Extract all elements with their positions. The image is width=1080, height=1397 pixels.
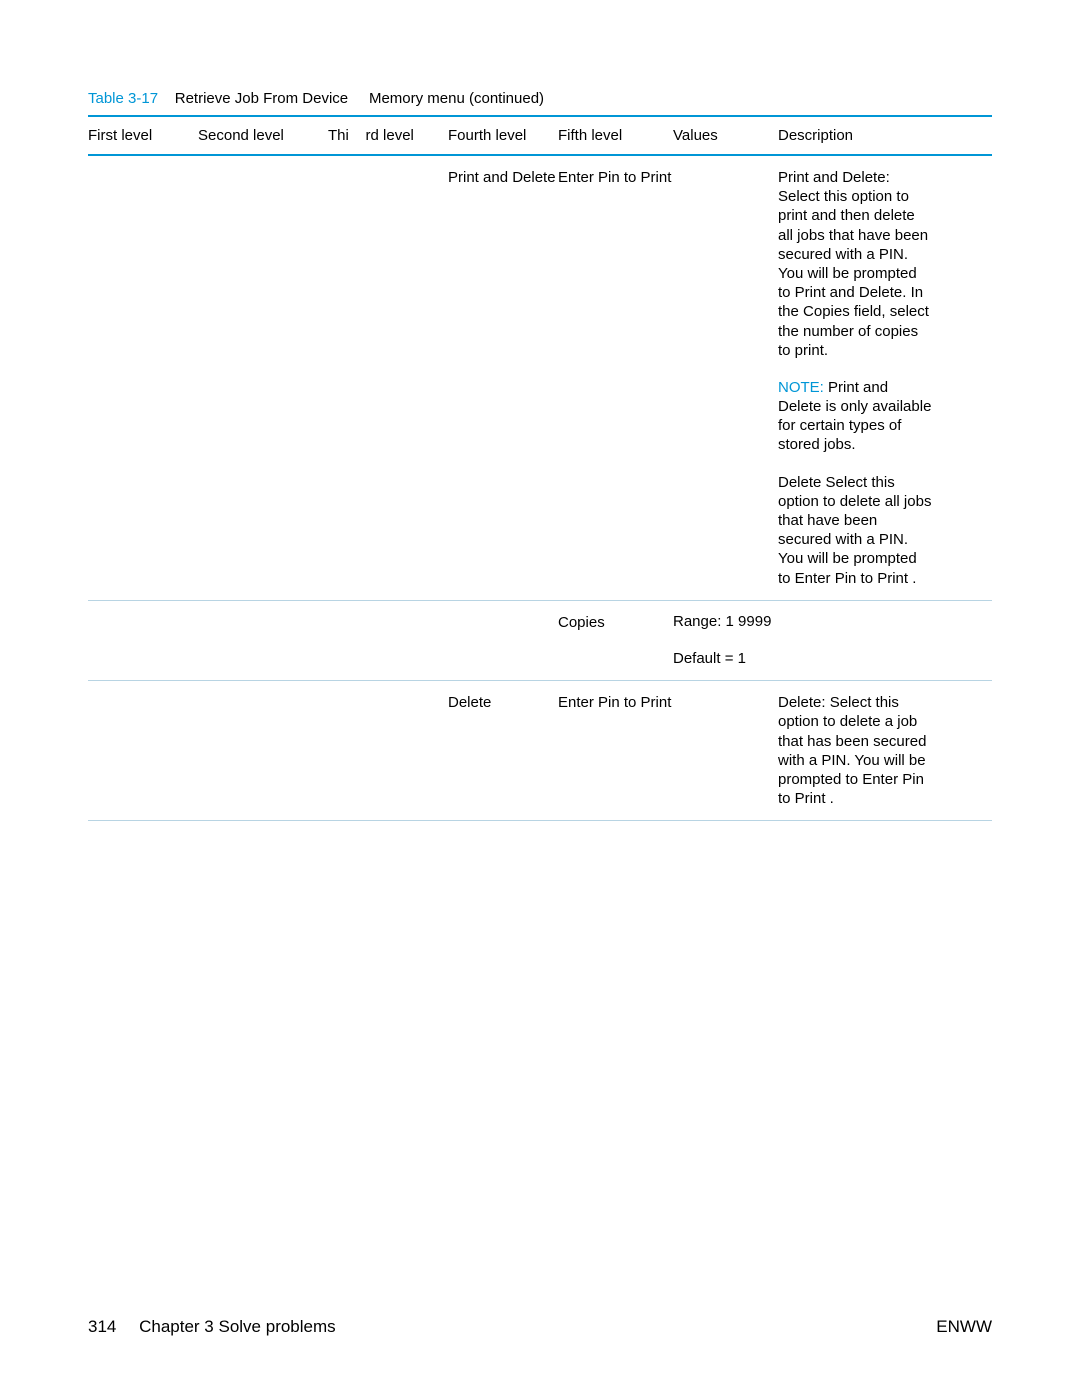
col-header-fourth-level: Fourth level bbox=[448, 127, 558, 144]
table-number: Table 3-17 bbox=[88, 90, 158, 107]
footer-right: ENWW bbox=[936, 1317, 992, 1337]
document-page: Table 3-17 Retrieve Job From Device Memo… bbox=[0, 0, 1080, 821]
table-body: Print and DeleteEnter Pin to PrintPrint … bbox=[88, 156, 992, 821]
col-header-description: Description bbox=[778, 127, 933, 144]
note-label: NOTE: bbox=[778, 379, 828, 396]
col-header-second-level: Second level bbox=[198, 127, 328, 144]
table-title-part2: Memory menu (continued) bbox=[369, 90, 544, 107]
col-header-fifth-level: Fifth level bbox=[558, 127, 673, 144]
table-row: DeleteEnter Pin to Print Delete: Select t… bbox=[88, 681, 992, 820]
value-line: Default = 1 bbox=[673, 650, 778, 669]
page-footer: 314 Chapter 3 Solve problems ENWW bbox=[88, 1317, 992, 1337]
table-caption: Table 3-17 Retrieve Job From Device Memo… bbox=[88, 90, 992, 107]
value-line: Range: 1 9999 bbox=[673, 613, 778, 632]
table-title-part1: Retrieve Job From Device bbox=[175, 90, 348, 107]
table-cell: Print and Delete bbox=[448, 168, 558, 187]
table-cell: Enter Pin to Print bbox=[558, 168, 673, 187]
table-row: CopiesRange: 1 9999 Default = 1 bbox=[88, 601, 992, 681]
table-cell: Delete bbox=[448, 693, 558, 712]
table-cell: Enter Pin to Print bbox=[558, 693, 673, 712]
table-cell-description: Print and Delete: Select this option to … bbox=[778, 168, 933, 588]
table-cell-values: Range: 1 9999 Default = 1 bbox=[673, 613, 778, 669]
col-header-third-level: Thi rd level bbox=[328, 127, 448, 144]
table-row: Print and DeleteEnter Pin to Print Print … bbox=[88, 156, 992, 600]
table-cell: Copies bbox=[558, 613, 673, 632]
col-header-first-level: First level bbox=[88, 127, 198, 144]
table-header-row: First level Second level Thi rd level Fo… bbox=[88, 117, 992, 154]
row-divider bbox=[88, 820, 992, 821]
table-cell-description: Delete: Select this option to delete a j… bbox=[778, 693, 933, 808]
footer-left: 314 Chapter 3 Solve problems bbox=[88, 1317, 336, 1337]
col-header-values: Values bbox=[673, 127, 778, 144]
footer-chapter: Chapter 3 Solve problems bbox=[139, 1317, 336, 1336]
description-paragraph: NOTE: Print and Delete is only available… bbox=[778, 378, 933, 455]
description-paragraph: Delete: Select this option to delete a j… bbox=[778, 693, 933, 808]
description-paragraph: Delete Select this option to delete all … bbox=[778, 473, 933, 588]
footer-page-number: 314 bbox=[88, 1317, 116, 1336]
description-paragraph: Print and Delete: Select this option to … bbox=[778, 168, 933, 360]
